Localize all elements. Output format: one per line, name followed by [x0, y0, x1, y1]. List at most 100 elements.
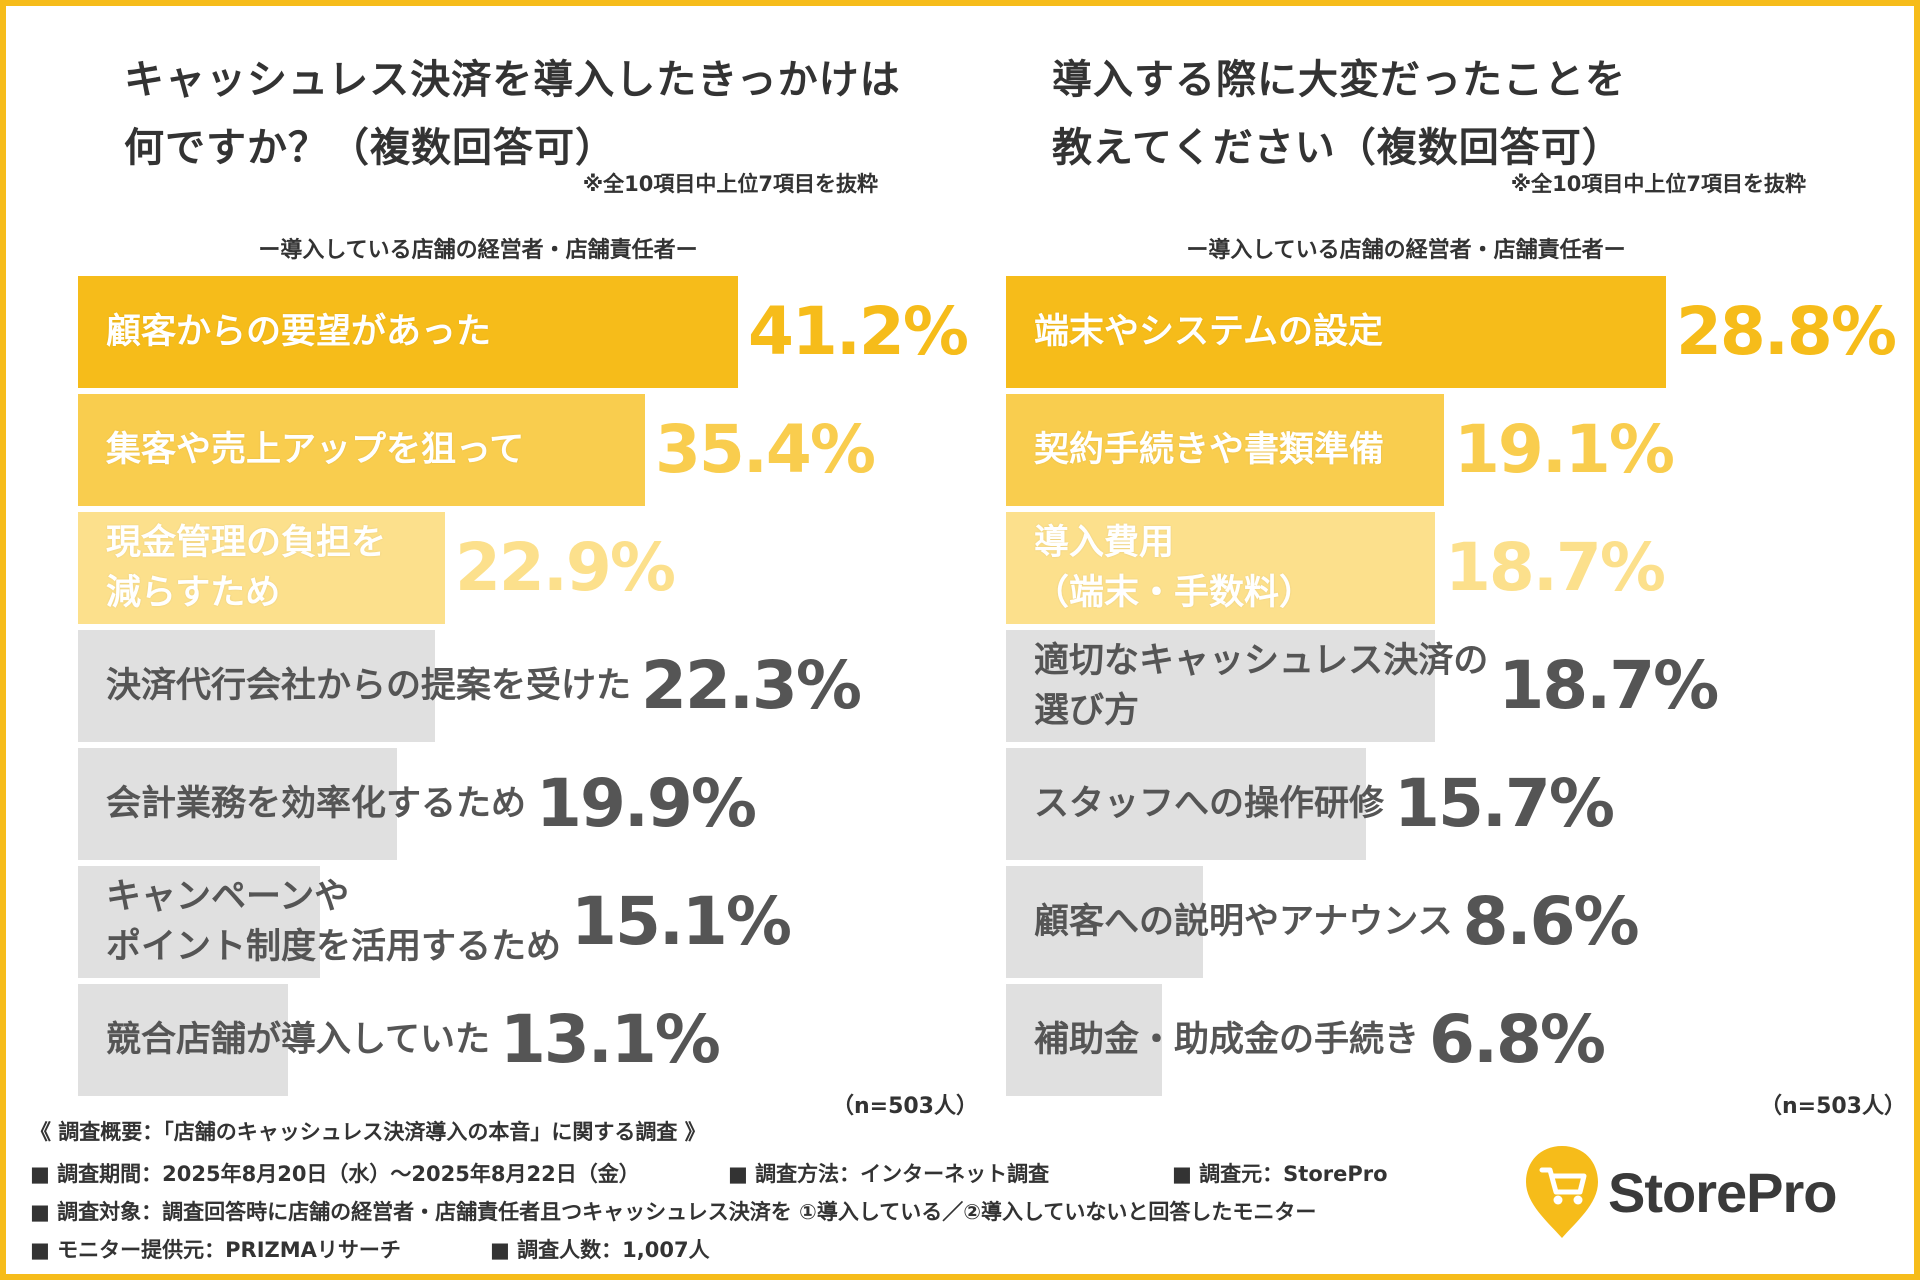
bar-label: 導入費用 （端末・手数料） [1034, 512, 1314, 624]
bar-row: 契約手続きや書類準備 19.1% [1006, 394, 1906, 506]
bar [1006, 394, 1444, 506]
left-question-title: キャッシュレス決済を導入したきっかけは 何ですか？（複数回答可） [124, 46, 944, 182]
left-title-line1: キャッシュレス決済を導入したきっかけは [124, 57, 901, 103]
bar-row: 顧客からの要望があった 41.2% [78, 276, 978, 388]
bar-row: 競合店舗が導入していた 13.1% [78, 984, 978, 1096]
survey-target: ■ 調査対象：調査回答時に店舗の経営者・店舗責任者且つキャッシュレス決済を ①導… [30, 1200, 1317, 1224]
bar-label-line: スタッフへの操作研修 [1034, 784, 1385, 824]
bar-value-label: 41.2% [748, 293, 969, 370]
bar-row: 会計業務を効率化するため 19.9% [78, 748, 978, 860]
bar-label: 会計業務を効率化するため [106, 748, 526, 860]
bar-label: キャンペーンやポイント制度を活用するため [106, 866, 561, 978]
bar-label-line: 会計業務を効率化するため [106, 784, 527, 824]
bar-row: 決済代行会社からの提案を受けた 22.3% [78, 630, 978, 742]
bar-row: 補助金・助成金の手続き 6.8% [1006, 984, 1906, 1096]
bar-label-line: 選び方 [1034, 691, 1140, 731]
bar-label-line: 適切なキャッシュレス決済の [1034, 641, 1489, 681]
left-bar-chart: 顧客からの要望があった 41.2% 集客や売上アップを狙って 35.4% 現金管理の負担… [78, 276, 978, 1096]
bar [1006, 866, 1203, 978]
bar-value-label: 22.9% [455, 529, 676, 606]
bar-value-label: 22.3% [641, 647, 862, 724]
left-sample-size: （n=503人） [831, 1094, 978, 1119]
bar-label: 集客や売上アップを狙って [106, 394, 524, 506]
bar-label: 顧客からの要望があった [106, 276, 491, 388]
bar-label-line: 補助金・助成金の手続き [1034, 1020, 1420, 1060]
bar [1006, 512, 1435, 624]
right-subtitle: ー導入している店舗の経営者・店舗責任者ー [1186, 238, 1626, 263]
bar-label: 契約手続きや書類準備 [1034, 394, 1384, 506]
bar [78, 748, 397, 860]
bar-value-label: 15.7% [1394, 765, 1615, 842]
right-panel: 導入する際に大変だったことを 教えてください（複数回答可） ※全10項目中上位7… [1006, 0, 1906, 1119]
bar-row: キャンペーンやポイント制度を活用するため 15.1% [78, 866, 978, 978]
left-panel: キャッシュレス決済を導入したきっかけは 何ですか？（複数回答可） ※全10項目中… [78, 0, 978, 1119]
bar-label-line: （端末・手数料） [1034, 573, 1315, 613]
bar-row: 適切なキャッシュレス決済の 選び方 18.7% [1006, 630, 1906, 742]
bar-label-line: 決済代行会社からの提案を受けた [106, 666, 632, 706]
bar-label-line: 顧客への説明やアナウンス [1034, 902, 1453, 942]
left-title-line2: 何ですか？（複数回答可） [124, 125, 616, 171]
cart-pin-icon [1526, 1146, 1598, 1238]
bar-row: スタッフへの操作研修 15.7% [1006, 748, 1906, 860]
left-subtitle: ー導入している店舗の経営者・店舗責任者ー [258, 238, 698, 263]
bar-label-line: 現金管理の負担を [106, 523, 387, 563]
bar-label: 顧客への説明やアナウンス [1034, 866, 1453, 978]
survey-provider: ■ モニター提供元：PRIZMAリサーチ [30, 1238, 401, 1262]
survey-method: ■ 調査方法：インターネット調査 [728, 1162, 1050, 1186]
bar-row: 現金管理の負担を 減らすため 22.9% [78, 512, 978, 624]
bar [1006, 748, 1366, 860]
bar [1006, 984, 1162, 1096]
bar-label-line: 導入費用 [1034, 523, 1175, 563]
bar-row: 顧客への説明やアナウンス 8.6% [1006, 866, 1906, 978]
bar [78, 984, 288, 1096]
storepro-logo: StorePro [1522, 1142, 1892, 1242]
bar-label: 適切なキャッシュレス決済の 選び方 [1034, 630, 1488, 742]
bar-label-line: 集客や売上アップを狙って [106, 430, 525, 470]
right-question-title: 導入する際に大変だったことを 教えてください（複数回答可） [1052, 46, 1872, 182]
survey-period: ■ 調査期間：2025年8月20日（水）〜2025年8月22日（金） [30, 1162, 640, 1186]
bar-label-line: 減らすため [106, 573, 281, 613]
bar [78, 512, 445, 624]
bar-value-label: 35.4% [655, 411, 876, 488]
bar-label: 決済代行会社からの提案を受けた [106, 630, 631, 742]
bar [78, 866, 320, 978]
right-bar-chart: 端末やシステムの設定 28.8% 契約手続きや書類準備 19.1% 導入費用 （端末・手数… [1006, 276, 1906, 1096]
bar-row: 導入費用 （端末・手数料） 18.7% [1006, 512, 1906, 624]
bar-label-line: キャンペーンや [106, 877, 350, 917]
bar-label-line: 端末やシステムの設定 [1034, 312, 1383, 352]
bar-row: 端末やシステムの設定 28.8% [1006, 276, 1906, 388]
bar-label: スタッフへの操作研修 [1034, 748, 1384, 860]
survey-sample-size: ■ 調査人数：1,007人 [490, 1238, 710, 1262]
bar-label-line: 顧客からの要望があった [106, 312, 492, 352]
bar-value-label: 18.7% [1498, 647, 1719, 724]
left-note: ※全10項目中上位7項目を抜粋 [582, 172, 878, 196]
bar-value-label: 8.6% [1462, 883, 1640, 960]
right-sample-size: （n=503人） [1759, 1094, 1906, 1119]
bar-value-label: 13.1% [499, 1001, 721, 1078]
bar-label-line: 契約手続きや書類準備 [1034, 430, 1385, 470]
bar [78, 394, 645, 506]
survey-heading: 《 調査概要：「店舗のキャッシュレス決済導入の本音」に関する調査 》 [30, 1120, 706, 1144]
bar [1006, 276, 1666, 388]
bar-label: 競合店舗が導入していた [106, 984, 490, 1096]
bar-value-label: 19.9% [536, 765, 757, 842]
bar-label: 端末やシステムの設定 [1034, 276, 1383, 388]
bar-value-label: 6.8% [1429, 1001, 1606, 1078]
bar [78, 630, 435, 742]
right-title-line1: 導入する際に大変だったことを [1052, 57, 1626, 103]
bar-label-line: ポイント制度を活用するため [106, 927, 562, 967]
bar [1006, 630, 1435, 742]
bar-row: 集客や売上アップを狙って 35.4% [78, 394, 978, 506]
logo-text: StorePro [1608, 1161, 1837, 1224]
right-note: ※全10項目中上位7項目を抜粋 [1510, 172, 1806, 196]
bar-label: 現金管理の負担を 減らすため [106, 512, 386, 624]
bar-value-label: 28.8% [1676, 293, 1897, 370]
bar-value-label: 15.1% [571, 883, 792, 960]
bar-value-label: 18.7% [1445, 529, 1666, 606]
bar-value-label: 19.1% [1454, 411, 1675, 488]
bar-label: 補助金・助成金の手続き [1034, 984, 1419, 1096]
bar [78, 276, 738, 388]
bar-label-line: 競合店舗が導入していた [106, 1020, 490, 1060]
survey-source: ■ 調査元：StorePro [1172, 1162, 1388, 1186]
